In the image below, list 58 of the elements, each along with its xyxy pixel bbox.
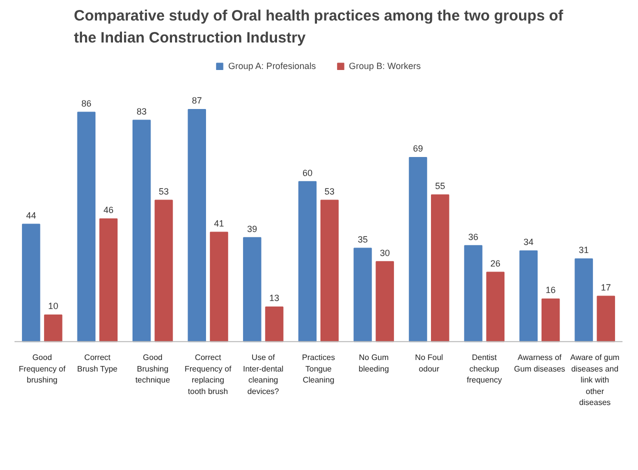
- data-label: 17: [600, 282, 611, 292]
- bar: [298, 181, 317, 342]
- bar: [376, 261, 394, 342]
- bar: [542, 298, 560, 342]
- x-tick-label: Good Brushing technique: [135, 353, 171, 385]
- bar: [210, 232, 228, 342]
- data-label: 13: [269, 293, 280, 304]
- bar: [99, 218, 118, 342]
- data-label: 53: [324, 186, 335, 196]
- bar: [408, 157, 428, 342]
- data-label: 26: [490, 258, 500, 268]
- x-tick-label: Correct Frequency of replacing tooth brush: [184, 353, 232, 396]
- x-tick-label: Aware of gum diseases and link with other diseases: [570, 353, 620, 408]
- x-tick-label: Good Frequency of brushing: [18, 353, 66, 385]
- bar: [464, 245, 482, 342]
- bar: [132, 120, 151, 342]
- data-label: 69: [412, 144, 423, 154]
- x-tick-label: No Gum bleeding: [358, 353, 389, 374]
- data-label: 10: [48, 301, 58, 312]
- bar: [430, 194, 450, 342]
- data-label: 53: [158, 186, 169, 196]
- legend-label: Group B: Workers: [348, 61, 421, 71]
- data-label: 46: [103, 205, 114, 216]
- x-tick-label: Practices Tongue Cleaning: [302, 353, 335, 385]
- bar: [188, 109, 206, 342]
- x-tick-label: Dentist checkup frequency: [466, 353, 502, 385]
- bar: [265, 306, 284, 342]
- data-label: 30: [380, 248, 390, 258]
- data-label: 34: [524, 237, 534, 248]
- x-tick-label: Correct Brush Type: [77, 353, 118, 374]
- data-label: 35: [358, 234, 368, 244]
- x-tick-label: Use of Inter-dental cleaning devices?: [242, 353, 284, 396]
- bar: [486, 272, 504, 342]
- data-label: 39: [247, 224, 258, 234]
- x-tick-label: Awarness of Gum diseases: [514, 353, 566, 374]
- bar: [243, 237, 262, 342]
- data-label: 55: [435, 181, 446, 192]
- bar: [596, 296, 616, 342]
- data-label: 60: [302, 168, 312, 178]
- data-label: 44: [26, 210, 36, 220]
- data-label: 36: [468, 232, 478, 242]
- bar: [44, 314, 62, 342]
- data-label: 86: [81, 98, 92, 108]
- data-label: 87: [192, 96, 202, 106]
- data-label: 31: [578, 245, 589, 256]
- data-label: 83: [136, 106, 147, 116]
- bar: [574, 258, 593, 342]
- chart-title: Comparative study of Oral health practices among the two groups of the Indian Construction Industry: [74, 7, 564, 46]
- bar: [22, 224, 40, 342]
- bar: [77, 112, 96, 342]
- data-label: 16: [546, 285, 556, 296]
- bar: [320, 200, 339, 342]
- bar: [154, 200, 173, 342]
- bar: [354, 248, 372, 342]
- legend-label: Group A: Profesionals: [228, 61, 316, 71]
- x-tick-label: No Foul odour: [415, 353, 444, 374]
- bar: [519, 250, 538, 342]
- data-label: 41: [214, 218, 224, 228]
